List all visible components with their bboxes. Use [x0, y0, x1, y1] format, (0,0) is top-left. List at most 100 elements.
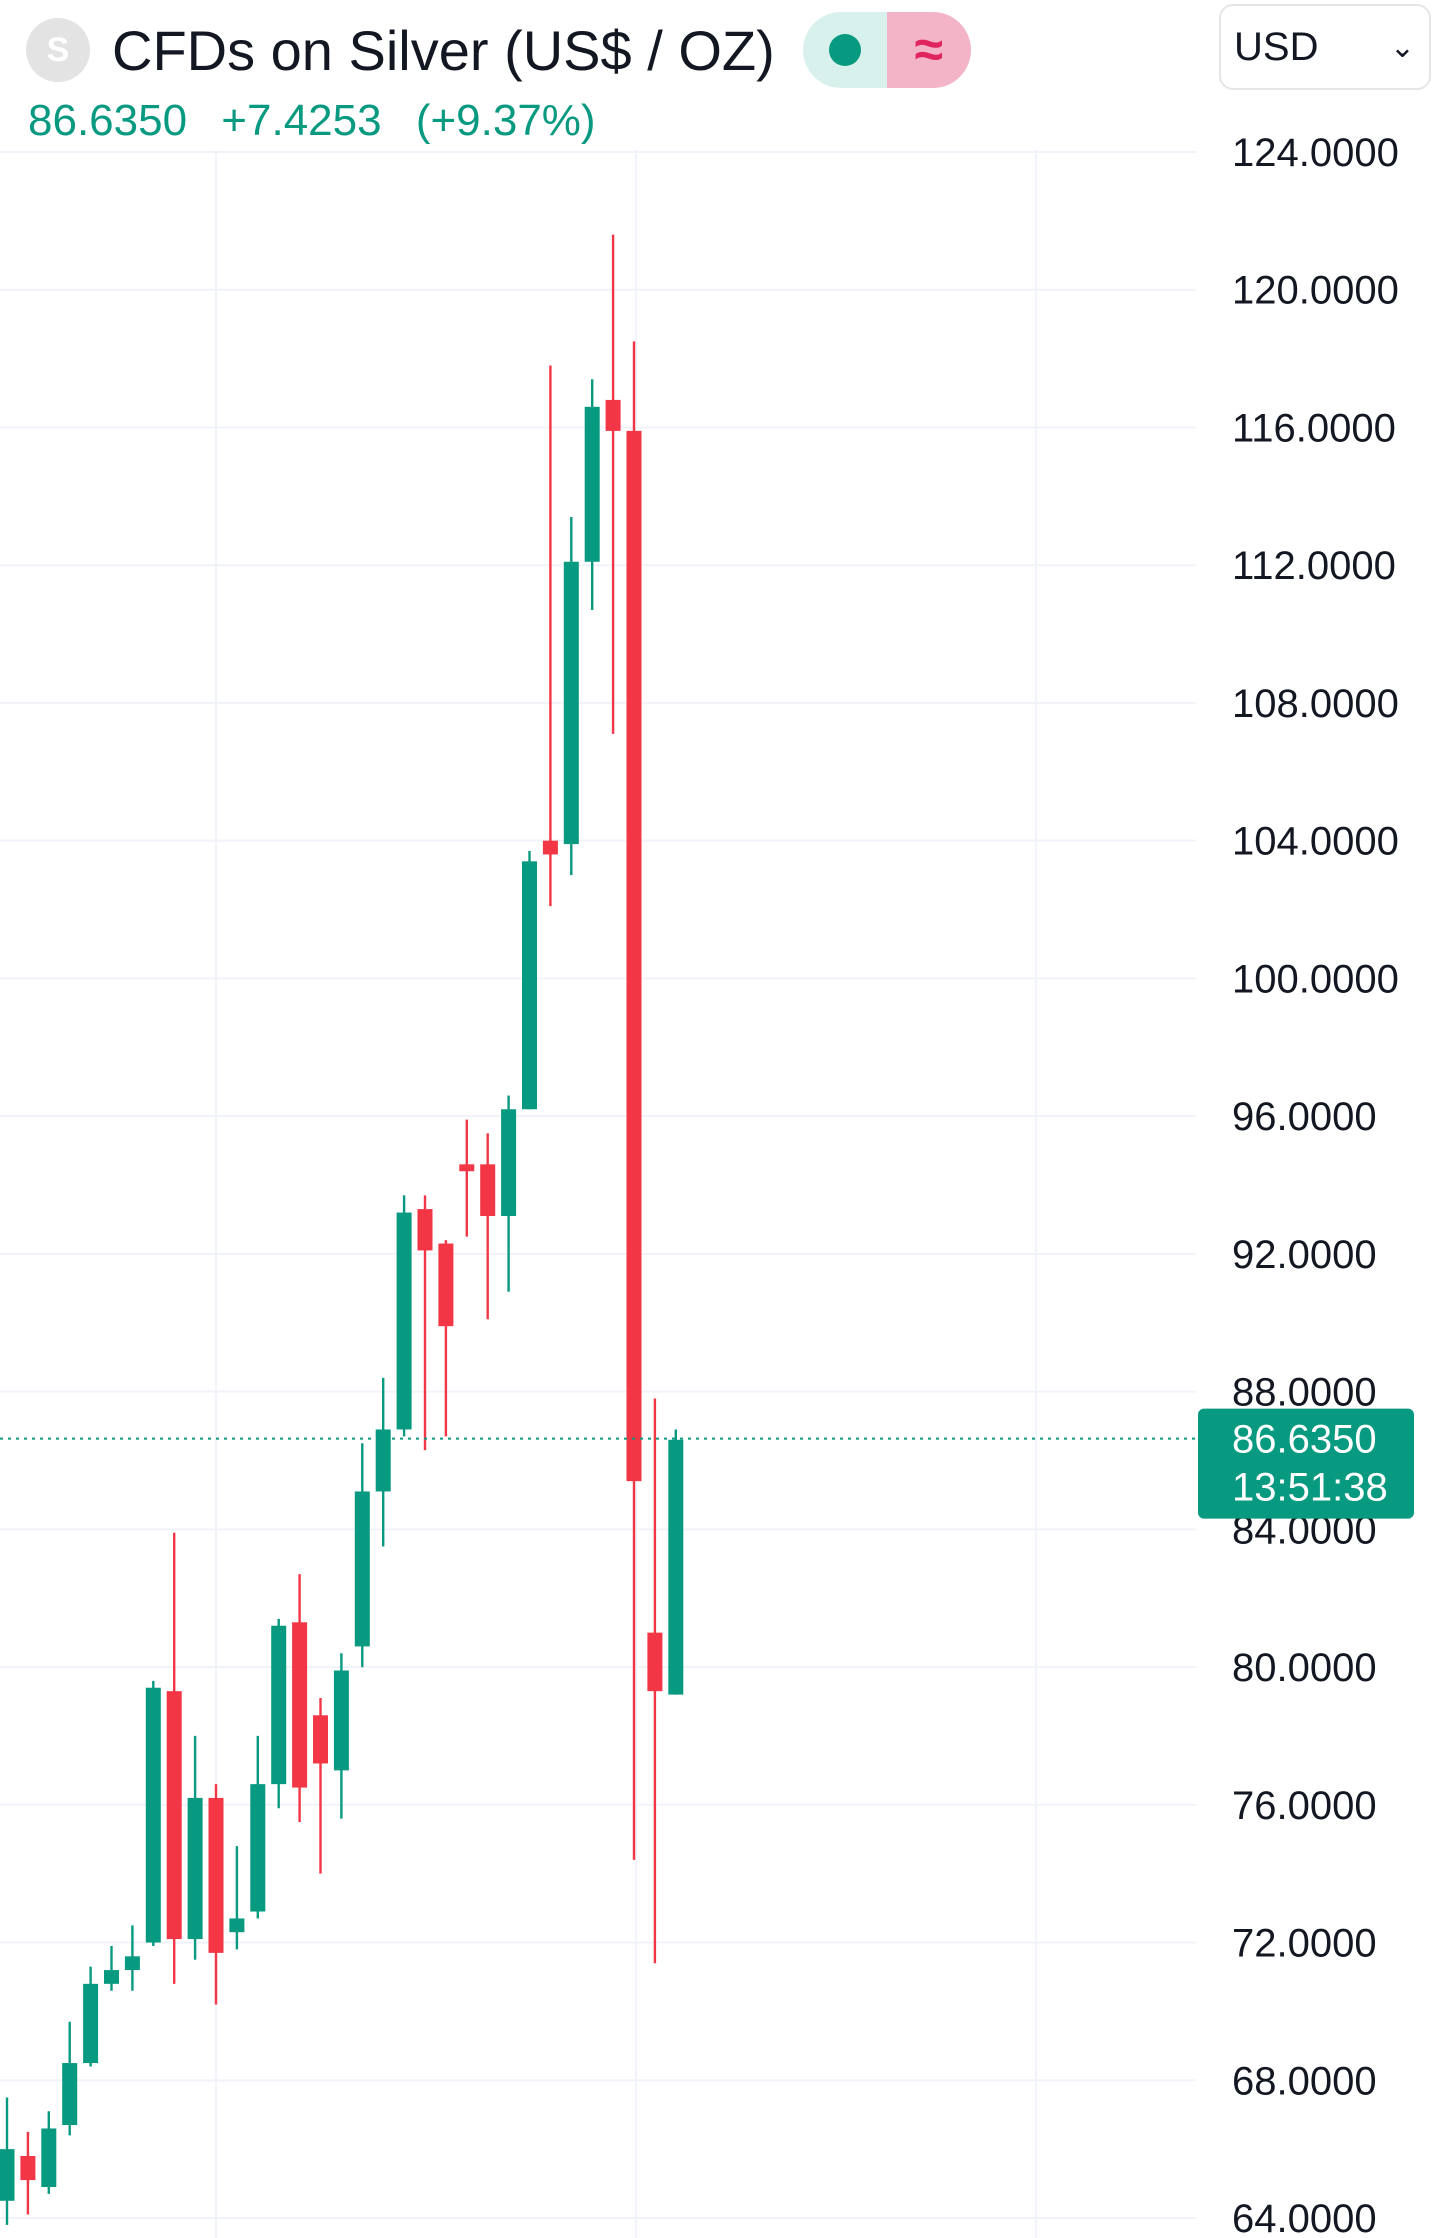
candles [0, 234, 684, 2225]
candle-body [62, 2063, 78, 2126]
candle-body [187, 1797, 203, 1940]
candle-down [208, 1784, 224, 2005]
price-axis-tick-label: 80.0000 [1232, 1646, 1377, 1690]
candle-body [83, 1983, 99, 2064]
candle-body [354, 1491, 370, 1647]
candle-down [542, 365, 558, 907]
candle-body [605, 399, 621, 431]
candle-body [0, 2149, 15, 2201]
price-change-line: 86.6350 +7.4253 (+9.37%) [28, 96, 596, 146]
price-axis-tick-label: 96.0000 [1232, 1095, 1377, 1139]
candle-up [104, 1945, 119, 1991]
last-price-tag-value: 86.6350 [1232, 1418, 1377, 1462]
price-change-percent: (+9.37%) [415, 96, 596, 145]
price-axis-tick-label: 112.0000 [1232, 544, 1396, 588]
bar-countdown: 13:51:38 [1232, 1466, 1388, 1510]
candle-body [480, 1164, 496, 1216]
chevron-down-icon: ⌄ [1389, 30, 1415, 64]
price-change: +7.4253 [221, 96, 382, 145]
candle-body [145, 1687, 161, 1943]
candle-up [229, 1846, 245, 1950]
candle-body [271, 1625, 287, 1785]
candle-body [563, 561, 579, 845]
price-axis-tick-label: 124.0000 [1232, 131, 1399, 175]
candle-body [501, 1109, 517, 1216]
price-axis-tick-label: 108.0000 [1232, 682, 1399, 726]
candle-up [584, 379, 600, 610]
candle-body [250, 1784, 266, 1912]
price-axis-tick-label: 92.0000 [1232, 1233, 1377, 1277]
candle-up [333, 1653, 349, 1819]
price-axis-tick-label: 64.0000 [1232, 2197, 1377, 2238]
candle-body [668, 1439, 684, 1695]
candle-body [459, 1164, 475, 1172]
price-axis-tick-label: 88.0000 [1232, 1371, 1377, 1415]
price-axis-tick-label: 76.0000 [1232, 1784, 1377, 1828]
candle-up [375, 1377, 391, 1547]
candle-body [647, 1632, 663, 1692]
symbol-header: S CFDs on Silver (US$ / OZ) ≈ [26, 10, 971, 90]
candle-body [542, 840, 558, 855]
candle-body [522, 861, 537, 1110]
candle-body [208, 1797, 224, 1953]
market-status-pill[interactable]: ≈ [802, 12, 971, 88]
candle-down [647, 1398, 663, 1964]
price-axis[interactable]: 124.0000 120.0000 116.0000 112.0000 108.0000… [1232, 131, 1399, 2238]
candle-body [41, 2128, 57, 2188]
candle-up [124, 1925, 140, 1991]
candle-down [626, 341, 642, 1860]
candle-down [605, 234, 621, 734]
candle-down [459, 1119, 475, 1237]
candle-up [563, 516, 579, 876]
candle-down [417, 1195, 433, 1451]
price-axis-tick-label: 120.0000 [1232, 269, 1399, 313]
delayed-data-indicator[interactable]: ≈ [886, 12, 971, 88]
last-price-tag [1198, 1408, 1414, 1519]
candle-up [354, 1443, 370, 1668]
approx-symbol-icon: ≈ [914, 21, 944, 79]
candle-body [417, 1209, 433, 1251]
market-open-dot-icon [828, 34, 861, 66]
price-axis-tick-label: 68.0000 [1232, 2059, 1377, 2103]
candle-down [313, 1698, 328, 1874]
candle-up [522, 850, 537, 1110]
candle-body [292, 1622, 308, 1788]
candle-down [166, 1532, 182, 1984]
candle-down [438, 1240, 454, 1437]
candle-up [83, 1966, 99, 2067]
candle-body [313, 1715, 328, 1764]
currency-select[interactable]: USD ⌄ [1219, 4, 1431, 90]
candle-body [229, 1918, 245, 1933]
candle-up [145, 1680, 161, 1946]
candle-up [0, 2097, 15, 2225]
currency-value: USD [1234, 24, 1319, 69]
candle-up [187, 1735, 203, 1960]
candle-up [396, 1195, 412, 1437]
price-axis-tick-label: 104.0000 [1232, 820, 1399, 864]
symbol-logo-icon: S [26, 18, 90, 82]
last-price: 86.6350 [28, 96, 188, 145]
candle-up [41, 2111, 57, 2194]
candle-up [668, 1429, 684, 1695]
candle-up [501, 1095, 517, 1292]
candle-body [584, 406, 600, 562]
candle-up [62, 2021, 78, 2136]
candle-body [166, 1691, 182, 1940]
price-axis-tick-label: 116.0000 [1232, 406, 1396, 450]
candle-body [333, 1670, 349, 1771]
price-axis-tick-label: 72.0000 [1232, 1922, 1377, 1966]
chart-grid [0, 150, 1196, 2238]
price-axis-tick-label: 100.0000 [1232, 957, 1399, 1001]
candle-up [250, 1735, 266, 1919]
candle-body [124, 1956, 140, 1971]
candle-up [271, 1618, 287, 1809]
candle-body [375, 1429, 391, 1492]
market-open-indicator[interactable] [802, 12, 887, 88]
candle-body [626, 430, 642, 1482]
candle-body [396, 1212, 412, 1430]
candle-body [104, 1970, 119, 1984]
candle-body [438, 1243, 454, 1327]
symbol-title[interactable]: CFDs on Silver (US$ / OZ) [112, 18, 775, 82]
